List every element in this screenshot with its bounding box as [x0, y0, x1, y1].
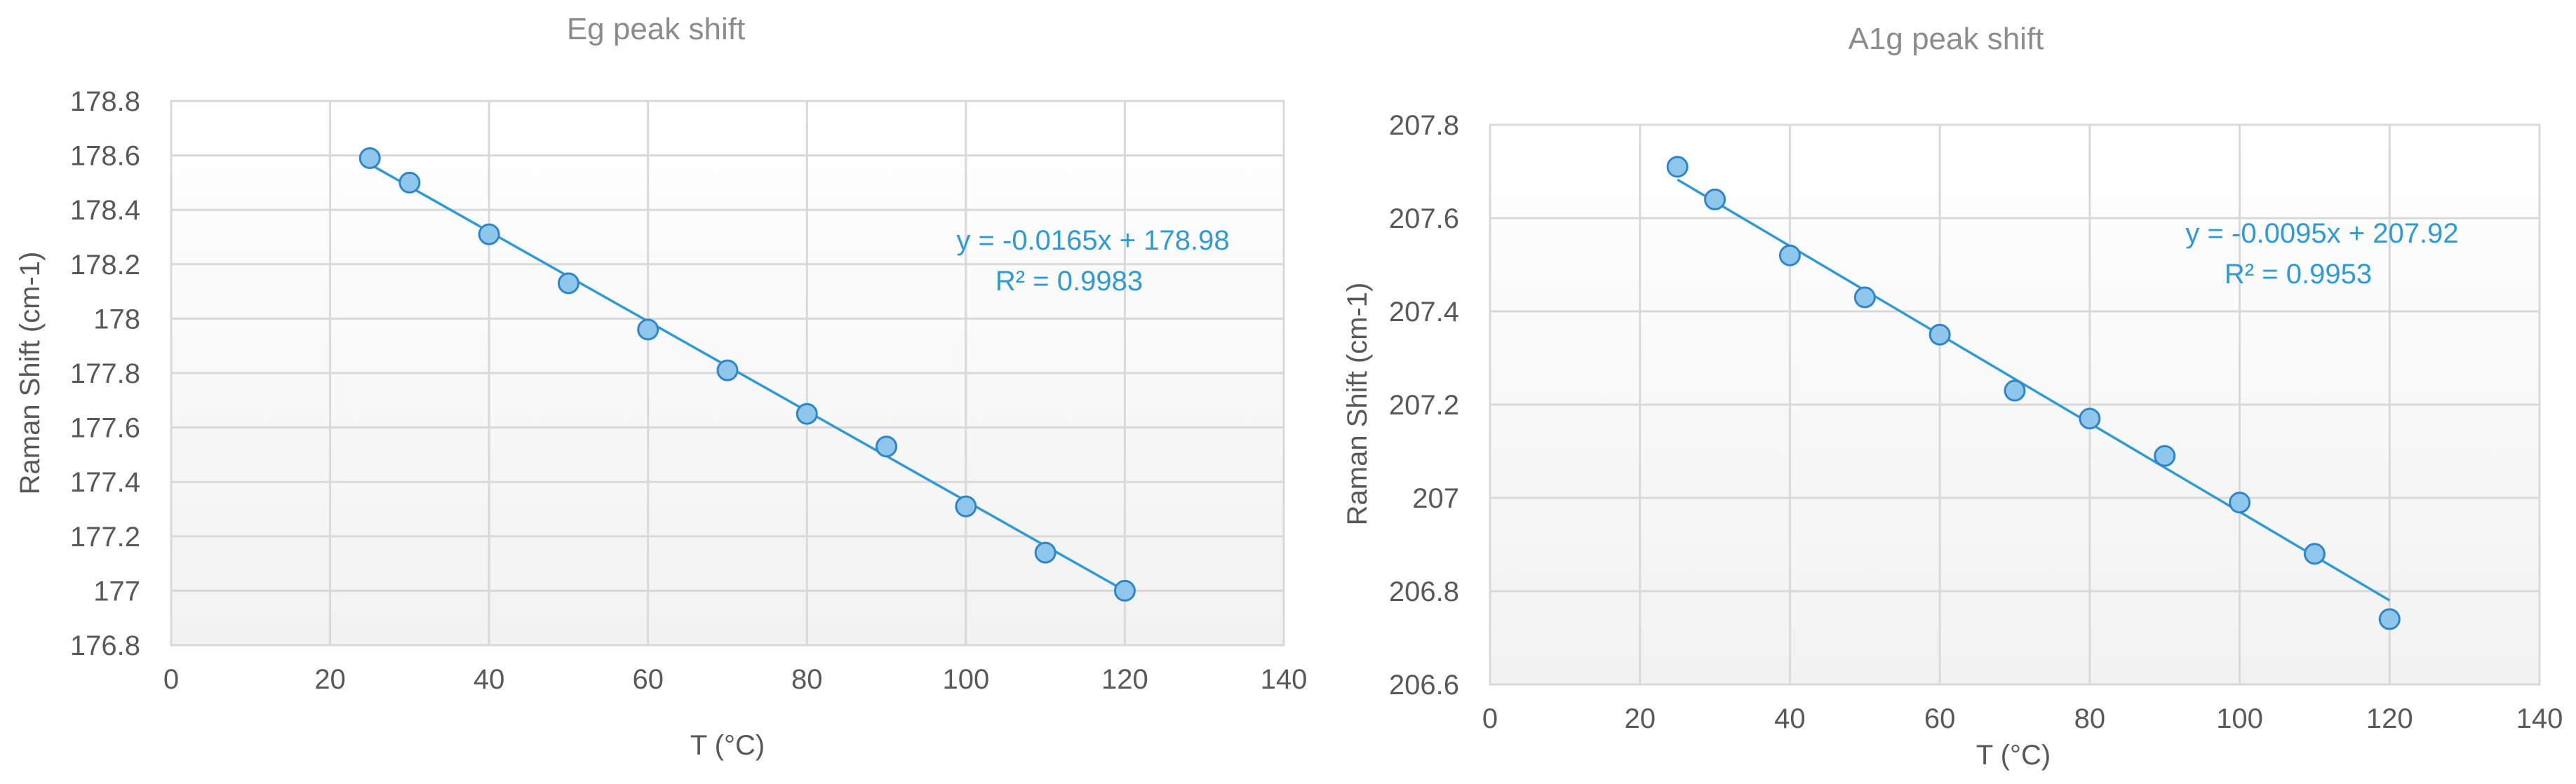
- data-point: [1704, 188, 1726, 210]
- data-points: [358, 147, 1136, 602]
- y-tick-label: 207.6: [1389, 203, 1459, 234]
- x-tick-label: 80: [791, 664, 823, 695]
- x-tick-label: 80: [2074, 703, 2106, 734]
- trendline-r-squared: R² = 0.9953: [2225, 259, 2372, 290]
- y-tick-label: 178.2: [70, 250, 140, 281]
- y-tick-label: 207.2: [1389, 390, 1459, 421]
- x-tick-label: 20: [1624, 703, 1656, 734]
- x-axis-ticks: 0 20 40 60 80 100 120 140: [1482, 703, 2563, 734]
- chart-title: Eg peak shift: [567, 12, 745, 46]
- y-tick-label: 206.8: [1389, 576, 1459, 607]
- x-tick-label: 140: [2516, 703, 2563, 734]
- data-point: [2154, 445, 2176, 467]
- data-point: [716, 359, 739, 381]
- trendline-equation: y = -0.0095x + 207.92: [2185, 218, 2458, 249]
- data-point: [557, 272, 579, 295]
- data-point: [1928, 323, 1951, 346]
- data-point: [1778, 244, 1801, 266]
- y-tick-label: 176.8: [70, 630, 140, 661]
- x-tick-label: 140: [1261, 664, 1308, 695]
- data-point: [478, 223, 500, 245]
- chart-eg-peak-shift: Eg peak shift 176.8 177 177.2 177.4 177.6 177…: [15, 12, 1307, 761]
- y-tick-label: 177.8: [70, 358, 140, 389]
- x-tick-label: 100: [942, 664, 989, 695]
- x-tick-label: 40: [1774, 703, 1806, 734]
- y-tick-label: 207: [1412, 483, 1459, 514]
- data-point: [955, 495, 977, 518]
- y-tick-label: 177: [93, 576, 140, 607]
- data-point: [2079, 407, 2101, 430]
- x-tick-label: 20: [314, 664, 346, 695]
- chart-a1g-peak-shift: A1g peak shift 206.6206.8207207.2207.420…: [1342, 22, 2563, 771]
- y-tick-label: 207.4: [1389, 297, 1459, 327]
- data-point: [2378, 608, 2401, 630]
- data-point: [2229, 492, 2251, 514]
- data-point: [1853, 286, 1876, 309]
- y-axis-ticks: 176.8 177 177.2 177.4 177.6 177.8 178 178.2 178.…: [70, 86, 140, 661]
- plot-border: [170, 100, 1285, 647]
- x-tick-label: 60: [1924, 703, 1956, 734]
- data-point: [1113, 579, 1136, 602]
- plot-border: [1489, 123, 2541, 686]
- y-tick-label: 178.6: [70, 141, 140, 172]
- data-point: [358, 147, 381, 169]
- y-tick-label: 178.8: [70, 86, 140, 117]
- trendline-r-squared: R² = 0.9983: [995, 266, 1143, 297]
- data-point: [398, 171, 421, 194]
- x-tick-label: 120: [2366, 703, 2413, 734]
- x-axis-label: T (°C): [690, 730, 765, 761]
- data-point: [1034, 541, 1056, 564]
- data-point: [876, 435, 898, 458]
- y-tick-label: 177.2: [70, 522, 140, 553]
- y-axis-ticks: 206.6 206.8 207 207.2 207.4 207.6 207.8: [1389, 110, 1459, 701]
- trendline-equation: y = -0.0165x + 178.98: [956, 225, 1229, 256]
- data-point: [637, 318, 659, 341]
- x-tick-label: 100: [2216, 703, 2263, 734]
- x-tick-label: 120: [1101, 664, 1148, 695]
- x-tick-label: 60: [632, 664, 664, 695]
- x-tick-label: 0: [163, 664, 179, 695]
- data-points: [1666, 156, 2401, 630]
- y-tick-label: 206.6: [1389, 670, 1459, 701]
- data-point: [1666, 156, 1689, 178]
- data-point: [796, 403, 818, 425]
- y-tick-label: 178: [93, 304, 140, 334]
- data-point: [2303, 543, 2326, 565]
- x-axis-ticks: 0 20 40 60 80 100 120 140: [163, 664, 1308, 695]
- x-tick-label: 0: [1482, 703, 1498, 734]
- y-tick-label: 178.4: [70, 195, 140, 226]
- y-axis-label: Raman Shift (cm-1): [15, 252, 46, 495]
- y-tick-label: 207.8: [1389, 110, 1459, 141]
- chart-title: A1g peak shift: [1849, 22, 2044, 56]
- y-axis-label: Raman Shift (cm-1): [1342, 283, 1373, 526]
- y-tick-label: 177.6: [70, 413, 140, 444]
- x-axis-label: T (°C): [1976, 740, 2051, 771]
- x-tick-label: 40: [474, 664, 505, 695]
- y-tick-label: 177.4: [70, 467, 140, 498]
- data-point: [2004, 379, 2026, 402]
